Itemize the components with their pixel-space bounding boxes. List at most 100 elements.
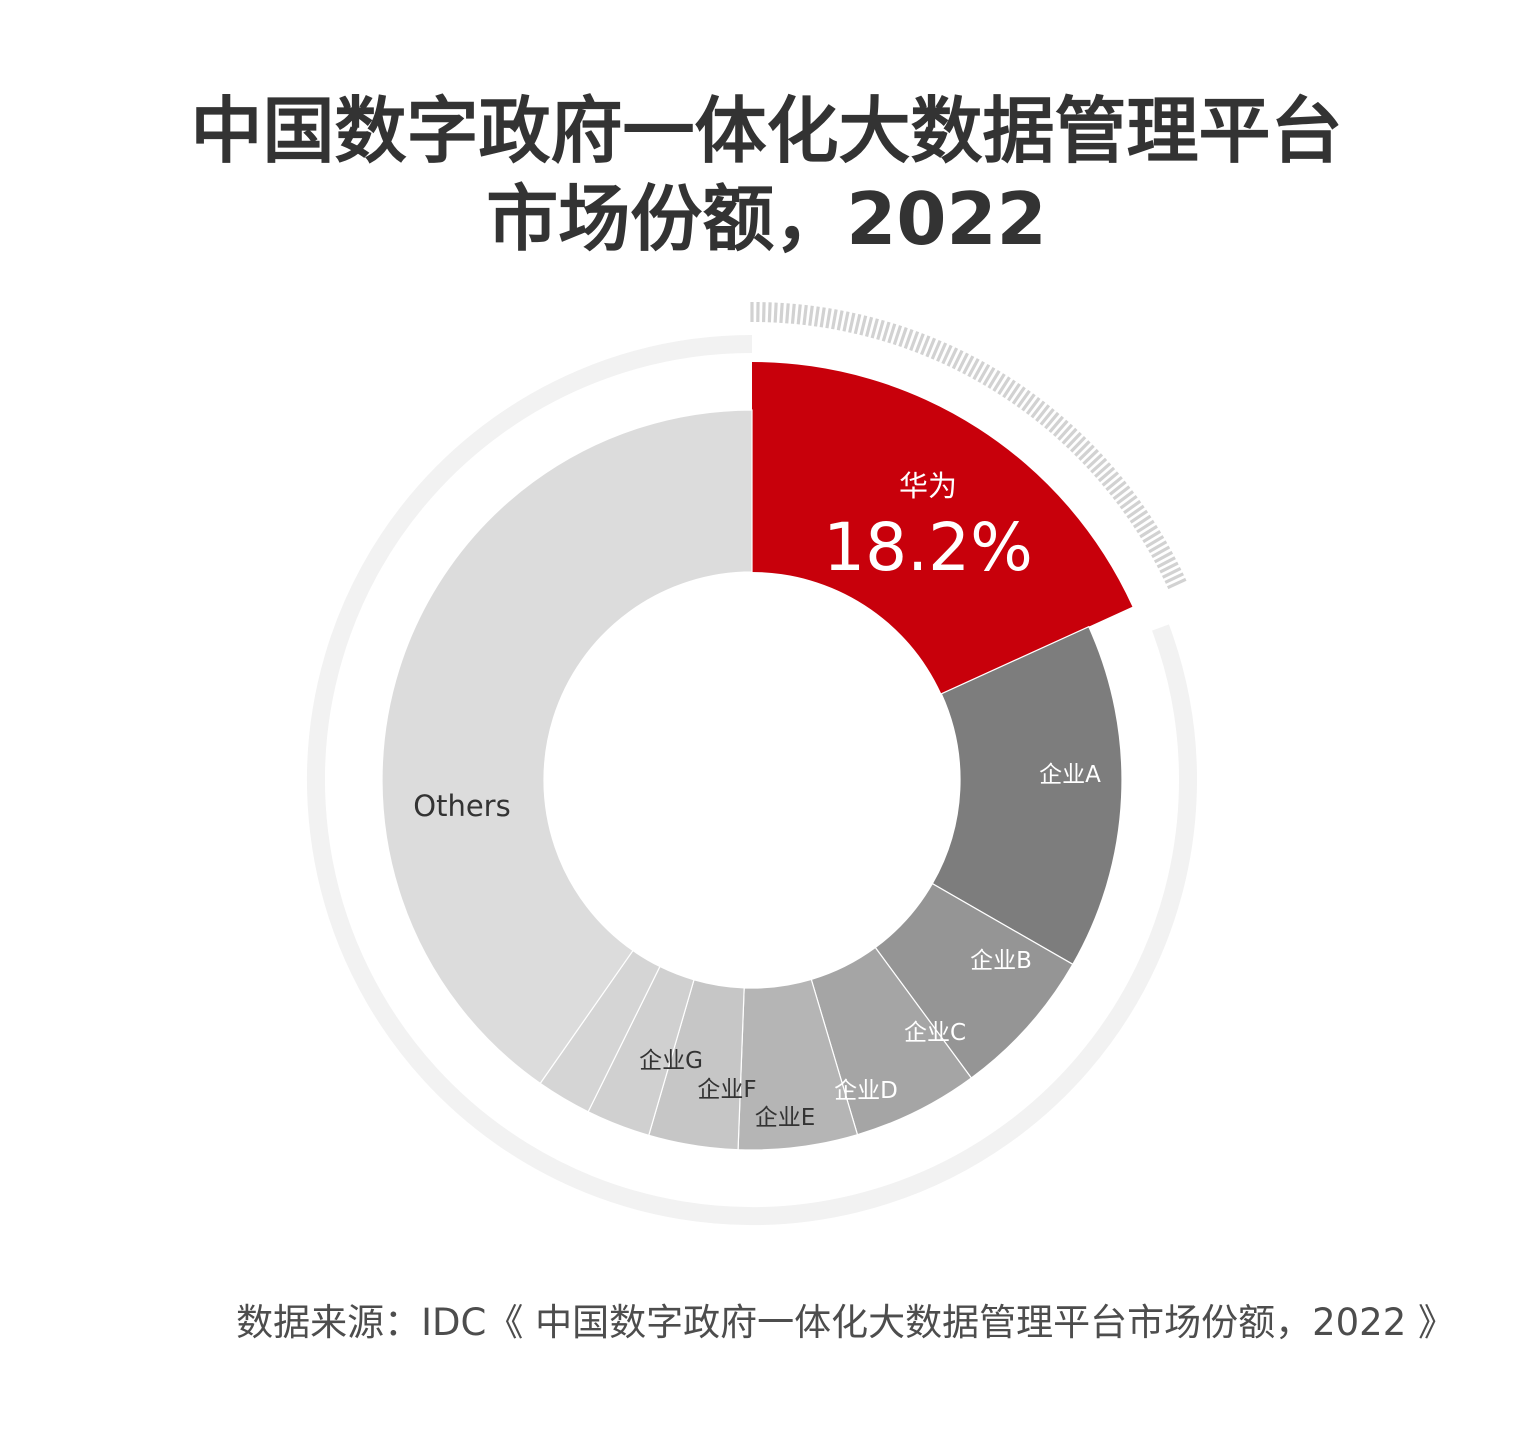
outer-ring-arc [307,335,1197,1225]
hatch-tick [864,316,874,337]
hatch-tick [977,363,991,383]
hatch-tick [1070,436,1087,453]
hatch-tick [1139,524,1158,539]
hatch-tick [962,355,975,375]
hatch-tick [992,373,1006,392]
chart-title-line-2: 市场份额，2022 [486,177,1047,261]
hatch-tick [1151,545,1171,559]
hatch-tick [1126,504,1145,519]
hatch-tick [941,344,953,365]
hatch-tick [1132,514,1152,529]
hatch-tick [881,321,891,342]
hatch-tick [920,335,931,356]
donut-slices [381,362,1133,1151]
hatch-tick [819,307,826,328]
outer-ring [307,335,1197,1225]
slice-value-huawei: 18.2% [823,509,1033,586]
hatch-tick [1153,550,1174,564]
hatch-tick [836,310,844,331]
hatch-tick [1021,393,1036,412]
hatch-tick [1142,530,1162,544]
hatch-tick [887,323,897,344]
hatch-tick [1090,457,1108,474]
hatch-tick [946,347,959,367]
hatch-tick [909,331,920,351]
slice-label-企业a: 企业A [1039,762,1101,788]
data-source-note: 数据来源：IDC《 中国数字政府一体化大数据管理平台市场份额，2022 》 [236,1301,1455,1344]
hatch-tick [972,361,985,381]
hatch-tick [802,304,808,326]
slice-label-企业f: 企业F [697,1077,756,1103]
hatch-tick [831,309,838,330]
hatch-tick [1116,490,1135,505]
hatch-tick [1161,566,1182,579]
hatch-tick [987,370,1001,389]
slice-others [381,409,753,1085]
hatch-tick [1167,577,1187,590]
slice-label-others: Others [413,789,510,823]
chart-title-line-1: 中国数字政府一体化大数据管理平台 [190,89,1343,173]
hatch-tick [1101,471,1120,487]
hatch-tick [967,358,980,378]
hatch-tick [1097,466,1116,483]
hatch-tick [892,325,903,346]
hatch-tick [1112,485,1131,501]
hatch-tick [1159,561,1179,574]
hatch-tick [773,302,778,323]
hatch-tick [914,333,925,353]
hatch-tick [1007,382,1021,402]
hatch-tick [853,313,862,335]
hatch-tick [1123,499,1142,515]
hatch-tick [796,304,802,325]
slice-label-企业b: 企业B [970,948,1032,974]
hatch-tick [1086,453,1104,470]
hatch-tick [1078,444,1095,461]
hatch-tick [1061,427,1078,445]
slice-label-企业c: 企业C [904,1020,966,1046]
hatch-tick [1030,400,1046,419]
hatch-tick [813,306,820,327]
hatch-tick [1025,396,1041,415]
hatch-tick [936,342,948,362]
hatch-tick [1145,535,1165,549]
hatch-tick [790,303,796,324]
slice-label-企业e: 企业E [755,1105,816,1131]
hatch-tick [825,308,832,329]
hatch-tick [870,318,879,339]
hatch-tick [957,352,969,372]
slice-label-企业d: 企业D [834,1078,898,1104]
hatch-tick [1148,540,1168,554]
hatch-tick [1094,462,1112,478]
hatch-tick [1057,423,1074,441]
hatch-tick [859,315,868,336]
hatch-tick [1119,494,1138,510]
hatch-tick [1074,440,1091,457]
hatch-tick [1156,556,1176,569]
hatch-tick [848,312,856,333]
hatch-tick [1011,386,1026,405]
hatch-tick [982,366,996,386]
hatch-tick [1039,408,1055,426]
hatch-tick [785,303,790,324]
hatch-tick [951,349,964,370]
hatch-tick [930,339,942,360]
hatch-tick [1035,404,1051,422]
hatch-tick [903,329,914,349]
hatch-tick [1136,519,1155,534]
hatch-tick [1164,572,1184,584]
hatch-tick [1065,431,1082,449]
highlight-hatch-arc [750,302,1187,590]
hatch-tick [925,337,937,358]
hatch-tick [898,327,908,348]
hatch-tick [1129,509,1149,524]
slice-label-企业g: 企业G [639,1048,703,1074]
hatch-tick [779,302,784,324]
hatch-tick [1082,448,1099,466]
slice-企业a [931,625,1123,966]
slice-label-huawei: 华为 [899,469,957,503]
hatch-tick [1044,411,1060,430]
hatch-tick [808,305,814,326]
hatch-tick [761,302,766,323]
